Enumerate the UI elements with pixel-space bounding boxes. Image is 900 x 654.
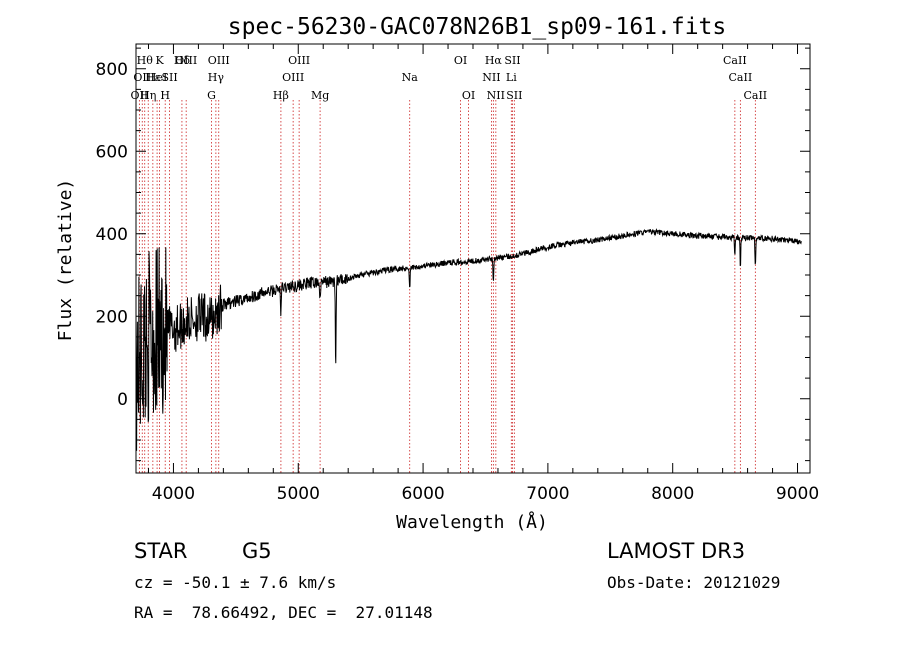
line-marker-label: H: [160, 89, 170, 102]
y-tick-label: 200: [96, 307, 128, 327]
object-subclass: G5: [242, 539, 272, 563]
y-tick-label: 600: [96, 142, 128, 162]
line-marker-label: Hθ: [137, 54, 154, 67]
line-marker-label: OII: [133, 71, 151, 84]
line-marker-label: Li: [506, 71, 517, 84]
line-marker-label: SII: [506, 89, 522, 102]
line-marker-label: OI: [462, 89, 475, 102]
plot-frame: [135, 43, 811, 474]
chart-title: spec-56230-GAC078N26B1_sp09-161.fits: [228, 14, 727, 40]
line-markers: [138, 100, 756, 473]
line-marker-label: OIII: [208, 54, 230, 67]
line-marker-label: HeI: [147, 71, 167, 84]
coordinates: RA = 78.66492, DEC = 27.01148: [134, 603, 433, 622]
line-marker-label: CaII: [743, 89, 767, 102]
line-marker-label: Hα: [485, 54, 503, 67]
line-marker-label: Hβ: [273, 89, 289, 102]
line-marker-label: Hη: [140, 89, 156, 102]
line-marker-label: Hγ: [208, 71, 225, 84]
line-marker-label: OIII: [282, 71, 304, 84]
line-marker-labels: OIIOIIHθHηHεHeIKHSIIHδOIIIGHγOIIIHβOIIIO…: [131, 54, 768, 102]
observation-date: Obs-Date: 20121029: [607, 573, 781, 592]
y-axis-label: Flux (relative): [55, 179, 76, 342]
line-marker-label: K: [155, 54, 164, 67]
x-tick-label: 6000: [401, 484, 444, 504]
y-axis-ticks: 0 200 400 600 800: [96, 47, 810, 462]
x-axis-ticks: 4000 5000 6000 7000 8000 9000: [147, 44, 819, 504]
x-tick-label: 7000: [526, 484, 569, 504]
line-marker-label: NII: [487, 89, 505, 102]
line-marker-label: G: [207, 89, 216, 102]
spectrum-line: [136, 228, 802, 451]
object-class: STAR: [134, 539, 188, 563]
survey-name: LAMOST DR3: [607, 539, 746, 563]
line-marker-label: OIII: [288, 54, 310, 67]
line-marker-label: OI: [454, 54, 467, 67]
y-tick-label: 800: [96, 60, 128, 80]
x-tick-label: 8000: [651, 484, 694, 504]
line-marker-label: OII: [131, 89, 149, 102]
line-marker-label: NII: [482, 71, 500, 84]
x-tick-label: 4000: [152, 484, 195, 504]
line-marker-label: Hδ: [174, 54, 191, 67]
x-axis-label: Wavelength (Å): [396, 511, 548, 533]
x-tick-label: 5000: [277, 484, 320, 504]
line-marker-label: SII: [504, 54, 520, 67]
line-marker-label: SII: [161, 71, 177, 84]
line-marker-label: Hε: [145, 71, 161, 84]
redshift-readout: cz = -50.1 ± 7.6 km/s: [134, 573, 337, 592]
x-tick-label: 9000: [776, 484, 819, 504]
line-marker-label: OIII: [175, 54, 197, 67]
line-marker-label: CaII: [723, 54, 747, 67]
y-tick-label: 0: [117, 390, 128, 410]
line-marker-label: Mg: [311, 89, 329, 102]
line-marker-label: CaII: [729, 71, 753, 84]
y-tick-label: 400: [96, 225, 128, 245]
line-marker-label: Na: [402, 71, 419, 84]
